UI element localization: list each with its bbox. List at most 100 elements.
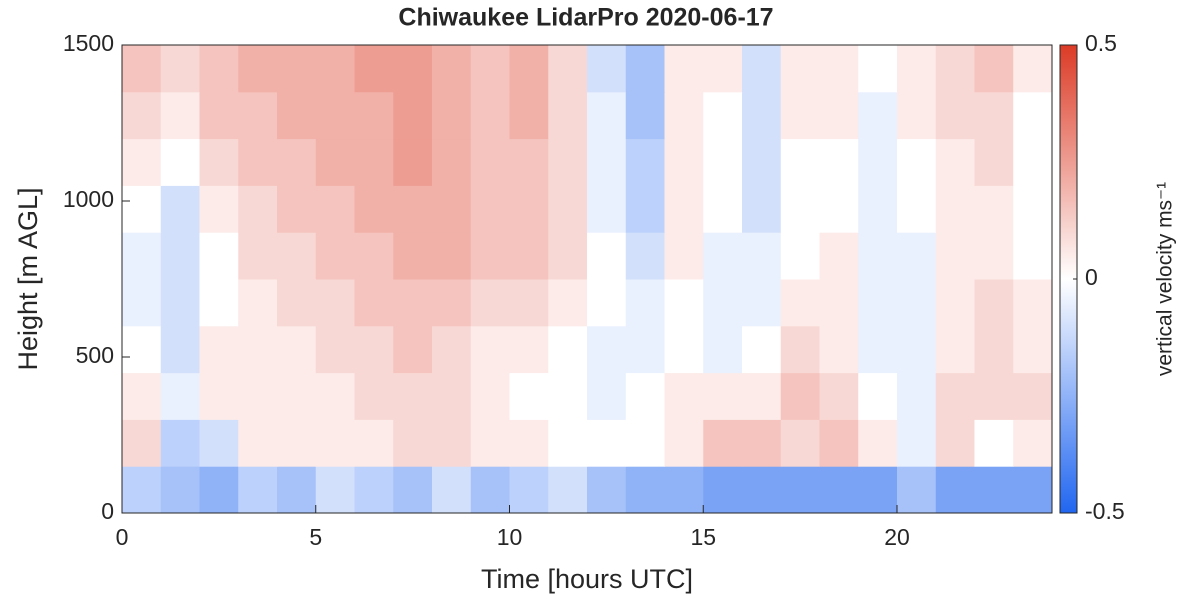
heatmap-cell <box>587 185 627 233</box>
y-tick-label: 500 <box>76 342 114 368</box>
heatmap-cell <box>1013 185 1053 233</box>
heatmap-cell <box>1013 232 1053 280</box>
heatmap-cell <box>238 185 278 233</box>
heatmap-cell <box>703 138 743 186</box>
heatmap-cell <box>664 232 704 280</box>
heatmap-cell <box>199 232 239 280</box>
heatmap-cell <box>935 232 975 280</box>
heatmap-cell <box>703 45 743 93</box>
heatmap-cell <box>625 419 665 467</box>
heatmap-cell <box>354 279 394 327</box>
heatmap-cell <box>625 185 665 233</box>
colorbar-tick-label: 0.5 <box>1085 30 1117 56</box>
x-tick-label: 5 <box>309 524 322 550</box>
heatmap-cell <box>625 372 665 420</box>
heatmap-cell <box>974 138 1014 186</box>
heatmap-cell <box>199 185 239 233</box>
heatmap-cell <box>238 325 278 374</box>
heatmap-cell <box>780 325 820 374</box>
heatmap-cell <box>432 232 472 280</box>
heatmap-cell <box>897 138 937 186</box>
heatmap-cell <box>742 45 782 93</box>
heatmap-cell <box>277 419 317 467</box>
heatmap-cell <box>315 45 355 93</box>
heatmap-cell <box>548 185 588 233</box>
heatmap-cell <box>935 419 975 467</box>
chart-title: Chiwaukee LidarPro 2020-06-17 <box>398 4 773 32</box>
heatmap-cell <box>238 232 278 280</box>
heatmap-cell <box>897 45 937 93</box>
heatmap-cell <box>354 185 394 233</box>
heatmap-cell <box>897 279 937 327</box>
heatmap-cell <box>625 279 665 327</box>
heatmap-cell <box>548 325 588 374</box>
heatmap-cell <box>393 45 433 93</box>
heatmap-cell <box>548 279 588 327</box>
heatmap-cell <box>625 138 665 186</box>
heatmap-cell <box>974 466 1014 514</box>
heatmap-cell <box>742 372 782 420</box>
heatmap-cell <box>819 91 859 140</box>
heatmap-cell <box>664 466 704 514</box>
heatmap-cell <box>277 325 317 374</box>
heatmap-cell <box>354 419 394 467</box>
heatmap-cell <box>393 325 433 374</box>
heatmap-cell <box>432 325 472 374</box>
heatmap-cell <box>470 185 510 233</box>
heatmap-cell <box>354 232 394 280</box>
heatmap-cell <box>548 372 588 420</box>
heatmap-cell <box>664 185 704 233</box>
heatmap-cell <box>160 232 200 280</box>
y-tick-label: 1500 <box>63 30 114 56</box>
heatmap-cell <box>122 185 162 233</box>
heatmap-cell <box>393 466 433 514</box>
heatmap-cell <box>897 91 937 140</box>
heatmap-cell <box>470 91 510 140</box>
heatmap-cell <box>858 325 898 374</box>
heatmap-cell <box>199 45 239 93</box>
heatmap-cell <box>858 372 898 420</box>
colorbar-label: vertical velocity ms⁻¹ <box>1154 182 1177 376</box>
heatmap-cell <box>315 185 355 233</box>
heatmap-cell <box>703 419 743 467</box>
heatmap-cell <box>1013 419 1053 467</box>
heatmap-cell <box>277 45 317 93</box>
heatmap-cell <box>432 45 472 93</box>
heatmap-cell <box>277 185 317 233</box>
heatmap-cell <box>780 279 820 327</box>
heatmap-cell <box>470 466 510 514</box>
heatmap-cell <box>199 138 239 186</box>
heatmap-cell <box>470 279 510 327</box>
heatmap-cell <box>354 325 394 374</box>
heatmap-cell <box>354 138 394 186</box>
heatmap-cell <box>819 138 859 186</box>
heatmap-cell <box>819 466 859 514</box>
heatmap-cell <box>587 466 627 514</box>
heatmap-cell <box>199 279 239 327</box>
heatmap-cell <box>432 419 472 467</box>
heatmap-cell <box>625 325 665 374</box>
heatmap-cell <box>238 372 278 420</box>
heatmap-cell <box>897 419 937 467</box>
heatmap-cell <box>974 185 1014 233</box>
heatmap-cell <box>703 185 743 233</box>
heatmap-cell <box>393 138 433 186</box>
heatmap-cell <box>432 279 472 327</box>
heatmap-cell <box>587 279 627 327</box>
heatmap-cell <box>897 185 937 233</box>
heatmap-cell <box>199 419 239 467</box>
heatmap-cell <box>780 232 820 280</box>
heatmap-cell <box>509 185 549 233</box>
heatmap-cell <box>742 232 782 280</box>
heatmap-cell <box>935 185 975 233</box>
heatmap-cell <box>897 232 937 280</box>
heatmap-cell <box>238 419 278 467</box>
heatmap-cell <box>199 466 239 514</box>
heatmap-cell <box>277 232 317 280</box>
heatmap-cell <box>470 138 510 186</box>
heatmap-cell <box>897 466 937 514</box>
heatmap-cell <box>587 325 627 374</box>
heatmap-cell <box>1013 466 1053 514</box>
heatmap-cell <box>160 325 200 374</box>
